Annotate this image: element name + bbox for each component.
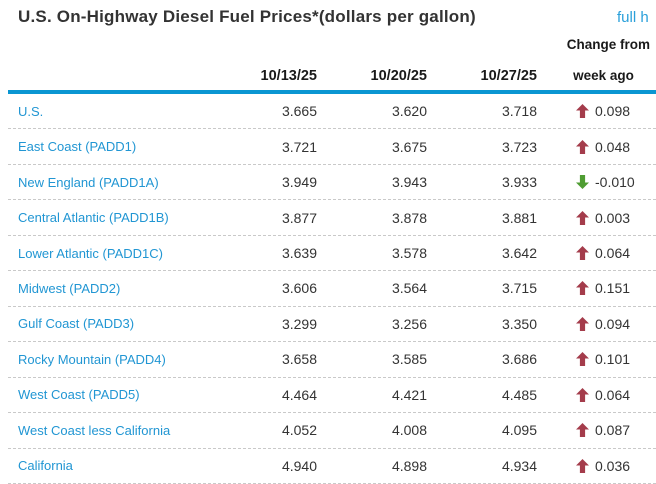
table-row: U.S. 3.665 3.620 3.718 0.098 xyxy=(8,94,656,130)
region-link[interactable]: New England (PADD1A) xyxy=(18,174,159,190)
price-value-1: 4.940 xyxy=(281,457,317,474)
header-divider xyxy=(8,90,656,94)
price-value-1: 3.639 xyxy=(281,245,317,262)
up-arrow-icon xyxy=(576,210,589,225)
table-row: New England (PADD1A) 3.949 3.943 3.933 -… xyxy=(8,165,656,201)
price-value-2: 3.256 xyxy=(391,315,427,332)
region-link[interactable]: Rocky Mountain (PADD4) xyxy=(18,351,166,367)
change-cell: 0.101 xyxy=(537,351,656,367)
price-value-3: 4.095 xyxy=(501,422,537,439)
change-cell: 0.036 xyxy=(537,458,656,474)
table-row: Central Atlantic (PADD1B) 3.877 3.878 3.… xyxy=(8,200,656,236)
price-value-2: 4.898 xyxy=(391,457,427,474)
region-link[interactable]: West Coast less California xyxy=(18,422,171,438)
change-value: 0.003 xyxy=(595,209,631,226)
region-link[interactable]: California xyxy=(18,458,73,474)
up-arrow-icon xyxy=(576,139,589,154)
price-value-3: 4.485 xyxy=(501,386,537,403)
price-value-1: 4.464 xyxy=(281,386,317,403)
price-value-2: 3.675 xyxy=(391,138,427,155)
region-link[interactable]: Midwest (PADD2) xyxy=(18,280,121,296)
price-value-2: 4.421 xyxy=(391,386,427,403)
price-value-2: 3.620 xyxy=(391,103,427,120)
price-value-1: 3.299 xyxy=(281,315,317,332)
price-value-1: 3.606 xyxy=(281,280,317,297)
price-value-3: 3.715 xyxy=(501,280,537,297)
change-value: 0.151 xyxy=(595,280,631,297)
table-row: Midwest (PADD2) 3.606 3.564 3.715 0.151 xyxy=(8,271,656,307)
price-value-1: 3.877 xyxy=(281,209,317,226)
table-row: Lower Atlantic (PADD1C) 3.639 3.578 3.64… xyxy=(8,236,656,272)
region-link[interactable]: Central Atlantic (PADD1B) xyxy=(18,210,169,226)
price-value-1: 3.658 xyxy=(281,351,317,368)
up-arrow-icon xyxy=(576,352,589,367)
change-value: 0.064 xyxy=(595,245,631,262)
change-cell: 0.094 xyxy=(537,316,656,332)
price-value-2: 3.878 xyxy=(391,209,427,226)
change-value: 0.036 xyxy=(595,457,631,474)
region-link[interactable]: U.S. xyxy=(18,103,44,119)
change-cell: 0.087 xyxy=(537,422,656,438)
table-row: West Coast (PADD5) 4.464 4.421 4.485 0.0… xyxy=(8,378,656,414)
change-value: 0.064 xyxy=(595,386,631,403)
price-value-2: 3.578 xyxy=(391,245,427,262)
price-table: U.S. 3.665 3.620 3.718 0.098 East Coast … xyxy=(8,94,656,484)
change-cell: -0.010 xyxy=(537,174,656,190)
date-column-header-1: 10/13/25 xyxy=(260,68,317,84)
up-arrow-icon xyxy=(576,458,589,473)
price-value-2: 4.008 xyxy=(391,422,427,439)
price-value-1: 4.052 xyxy=(281,422,317,439)
change-value: 0.094 xyxy=(595,315,631,332)
down-arrow-icon xyxy=(576,175,589,190)
change-value: 0.048 xyxy=(595,138,631,155)
price-value-3: 3.933 xyxy=(501,174,537,191)
price-value-3: 3.350 xyxy=(501,315,537,332)
price-value-1: 3.665 xyxy=(281,103,317,120)
table-row: Rocky Mountain (PADD4) 3.658 3.585 3.686… xyxy=(8,342,656,378)
date-column-header-2: 10/20/25 xyxy=(370,68,427,84)
up-arrow-icon xyxy=(576,104,589,119)
up-arrow-icon xyxy=(576,246,589,261)
price-value-3: 3.686 xyxy=(501,351,537,368)
up-arrow-icon xyxy=(576,423,589,438)
price-value-2: 3.943 xyxy=(391,174,427,191)
page-title: U.S. On-Highway Diesel Fuel Prices*(doll… xyxy=(18,7,476,26)
change-cell: 0.003 xyxy=(537,210,656,226)
up-arrow-icon xyxy=(576,316,589,331)
date-column-header-3: 10/27/25 xyxy=(480,68,537,84)
change-cell: 0.151 xyxy=(537,280,656,296)
price-value-3: 4.934 xyxy=(501,457,537,474)
table-row: Gulf Coast (PADD3) 3.299 3.256 3.350 0.0… xyxy=(8,307,656,343)
up-arrow-icon xyxy=(576,281,589,296)
change-cell: 0.048 xyxy=(537,139,656,155)
price-value-2: 3.585 xyxy=(391,351,427,368)
table-row: California 4.940 4.898 4.934 0.036 xyxy=(8,449,656,484)
change-value: 0.101 xyxy=(595,351,631,368)
price-value-2: 3.564 xyxy=(391,280,427,297)
price-value-3: 3.642 xyxy=(501,245,537,262)
price-value-3: 3.718 xyxy=(501,103,537,120)
change-from-header: Change from xyxy=(566,37,650,52)
price-value-1: 3.721 xyxy=(281,138,317,155)
change-value: 0.098 xyxy=(595,103,631,120)
region-link[interactable]: Lower Atlantic (PADD1C) xyxy=(18,245,163,261)
price-value-1: 3.949 xyxy=(281,174,317,191)
full-history-link[interactable]: full h xyxy=(617,9,649,26)
week-ago-header: week ago xyxy=(573,68,634,83)
table-row: East Coast (PADD1) 3.721 3.675 3.723 0.0… xyxy=(8,129,656,165)
region-link[interactable]: East Coast (PADD1) xyxy=(18,139,137,155)
table-row: West Coast less California 4.052 4.008 4… xyxy=(8,413,656,449)
price-value-3: 3.881 xyxy=(501,209,537,226)
price-value-3: 3.723 xyxy=(501,138,537,155)
column-header-row: 10/13/25 10/20/25 10/27/25 week ago xyxy=(8,64,656,88)
change-cell: 0.064 xyxy=(537,387,656,403)
region-link[interactable]: West Coast (PADD5) xyxy=(18,387,140,403)
change-cell: 0.098 xyxy=(537,103,656,119)
region-link[interactable]: Gulf Coast (PADD3) xyxy=(18,316,135,332)
change-cell: 0.064 xyxy=(537,245,656,261)
change-value: -0.010 xyxy=(595,174,635,191)
up-arrow-icon xyxy=(576,387,589,402)
change-value: 0.087 xyxy=(595,422,631,439)
